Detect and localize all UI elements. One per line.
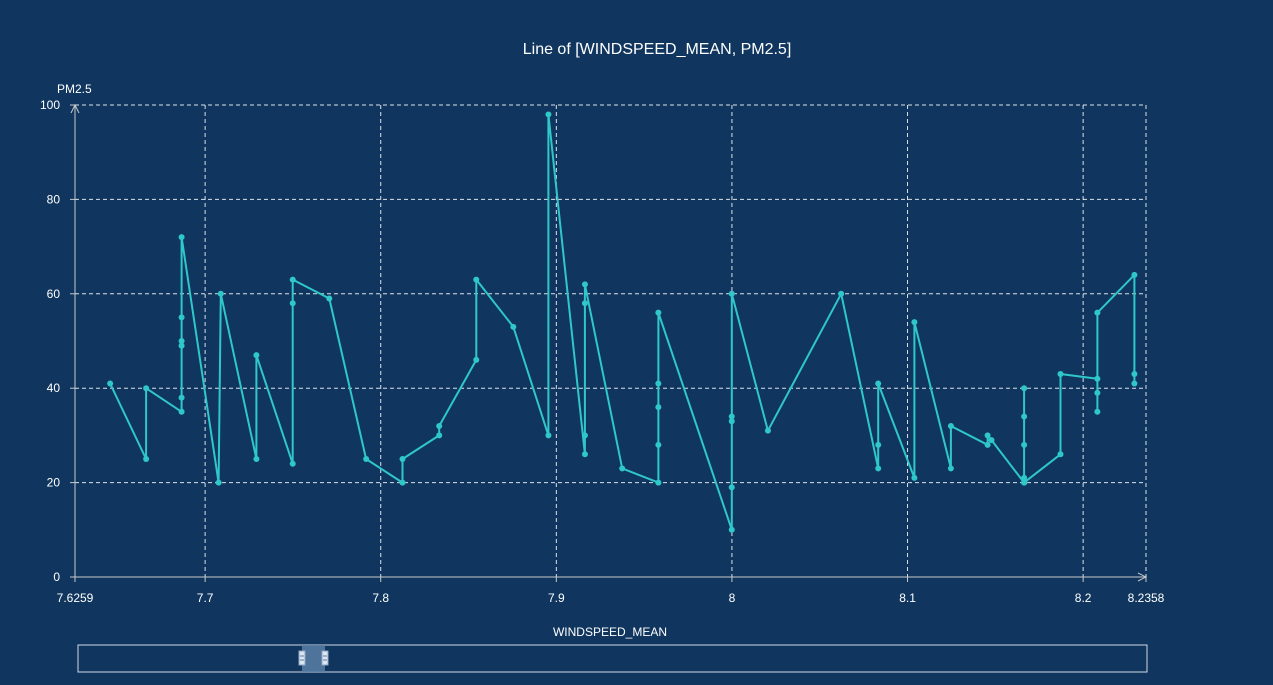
data-point <box>326 295 333 302</box>
data-point <box>1094 375 1101 382</box>
data-point <box>545 111 552 118</box>
data-point <box>178 338 185 344</box>
x-tick-label: 8.2358 <box>1128 591 1165 605</box>
data-point <box>581 281 588 288</box>
data-point <box>581 432 588 439</box>
y-tick-label: 100 <box>40 98 60 112</box>
data-point <box>655 309 662 316</box>
x-tick-label: 8 <box>729 591 736 605</box>
data-point <box>1021 474 1028 481</box>
data-point <box>838 290 845 297</box>
data-point <box>947 465 954 472</box>
y-tick-label: 80 <box>47 192 61 206</box>
data-point <box>510 323 517 330</box>
data-point <box>728 290 735 297</box>
data-point <box>178 342 185 349</box>
x-tick-label: 7.9 <box>548 591 565 605</box>
data-point <box>655 404 662 411</box>
data-point <box>1094 408 1101 415</box>
data-point <box>1021 385 1028 392</box>
data-point <box>289 276 296 283</box>
data-point <box>363 456 370 462</box>
data-point <box>1094 389 1101 396</box>
zoom-slider-window[interactable] <box>302 645 325 672</box>
data-point <box>178 394 185 401</box>
data-point <box>728 526 735 533</box>
y-axis-label: PM2.5 <box>57 82 92 96</box>
data-point <box>947 422 954 429</box>
x-tick-label: 7.6259 <box>57 591 94 605</box>
data-point <box>875 380 882 387</box>
y-tick-label: 20 <box>47 476 61 490</box>
data-point <box>473 356 480 363</box>
axes <box>70 103 1148 582</box>
data-point <box>988 437 995 444</box>
data-point <box>875 441 882 448</box>
data-point <box>911 319 918 326</box>
data-point <box>728 418 735 425</box>
x-tick-label: 7.8 <box>372 591 389 605</box>
data-point <box>764 427 771 434</box>
data-point <box>619 465 626 472</box>
data-point <box>1021 479 1028 486</box>
data-point <box>655 479 662 486</box>
data-point <box>655 380 662 387</box>
data-point <box>143 385 150 392</box>
data-point <box>1131 271 1138 278</box>
data-point <box>1131 371 1138 378</box>
x-axis-label: WINDSPEED_MEAN <box>553 625 667 639</box>
data-point <box>143 456 150 462</box>
data-point <box>399 479 406 486</box>
data-point <box>436 432 443 439</box>
data-point <box>436 422 443 429</box>
zoom-slider-track[interactable] <box>77 644 1148 673</box>
data-point <box>1057 371 1064 378</box>
x-tick-label: 8.1 <box>899 591 916 605</box>
y-tick-label: 40 <box>47 381 61 395</box>
data-point <box>581 300 588 307</box>
grid-lines <box>75 104 1147 577</box>
data-point <box>1057 451 1064 458</box>
data-point <box>107 380 114 387</box>
data-point <box>911 474 918 481</box>
zoom-slider-right-handle[interactable] <box>321 650 329 666</box>
x-tick-label: 8.2 <box>1075 591 1092 605</box>
x-tick-label: 7.7 <box>197 591 214 605</box>
data-point <box>289 300 296 307</box>
data-point <box>217 290 224 297</box>
data-point <box>1021 413 1028 420</box>
data-point <box>875 465 882 472</box>
data-point <box>178 314 185 321</box>
data-point <box>545 432 552 439</box>
data-point <box>1094 309 1101 316</box>
data-points <box>107 111 1138 533</box>
data-point <box>655 441 662 448</box>
data-point <box>1021 441 1028 448</box>
data-point <box>728 484 735 491</box>
y-tick-label: 0 <box>53 570 60 584</box>
data-point <box>253 352 260 359</box>
data-point <box>178 408 185 415</box>
data-point <box>399 456 406 462</box>
zoom-slider[interactable] <box>77 644 1148 673</box>
data-point <box>581 451 588 458</box>
data-point <box>1131 380 1138 387</box>
data-point <box>728 413 735 420</box>
data-point <box>215 479 222 486</box>
data-point <box>984 441 991 448</box>
chart-title: Line of [WINDSPEED_MEAN, PM2.5] <box>523 41 792 58</box>
tick-labels: 0 20 40 60 80 100 7.6259 7.7 7.8 7.9 8 8.1 8.2 8.2358 <box>40 98 1165 605</box>
zoom-slider-left-handle[interactable] <box>298 650 306 666</box>
data-point <box>253 456 260 462</box>
data-point <box>473 276 480 283</box>
data-point <box>178 234 185 241</box>
data-point <box>289 460 296 467</box>
data-point <box>984 432 991 439</box>
y-tick-label: 60 <box>47 287 61 301</box>
